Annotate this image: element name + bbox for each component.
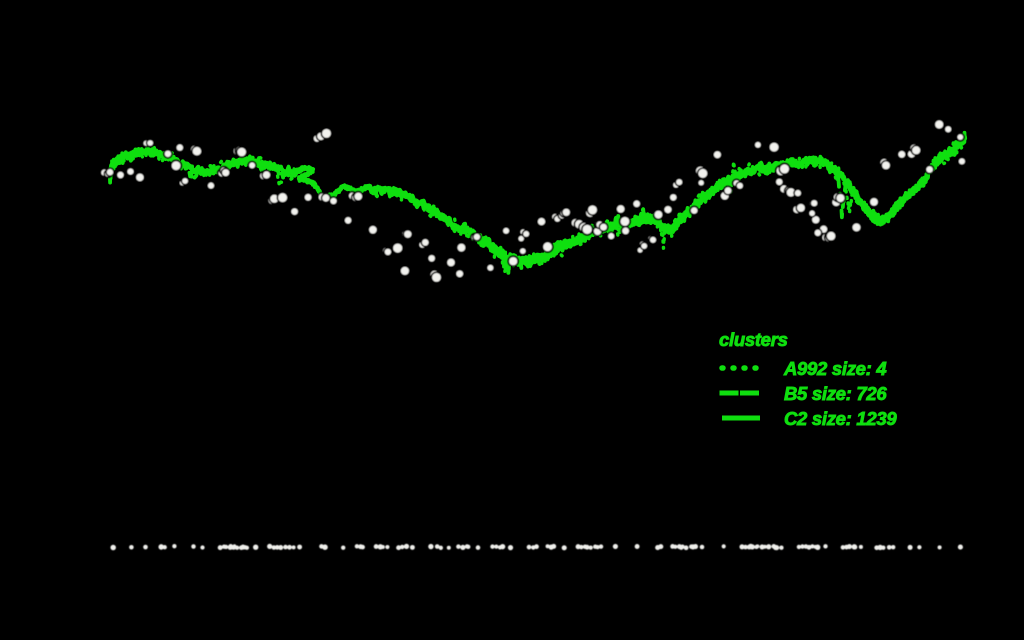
svg-text:C2 size: 1239: C2 size: 1239 xyxy=(784,408,897,429)
svg-text:B5 size: 726: B5 size: 726 xyxy=(784,383,887,404)
svg-text:A992 size: 4: A992 size: 4 xyxy=(783,358,886,379)
svg-text:clusters: clusters xyxy=(719,329,788,350)
